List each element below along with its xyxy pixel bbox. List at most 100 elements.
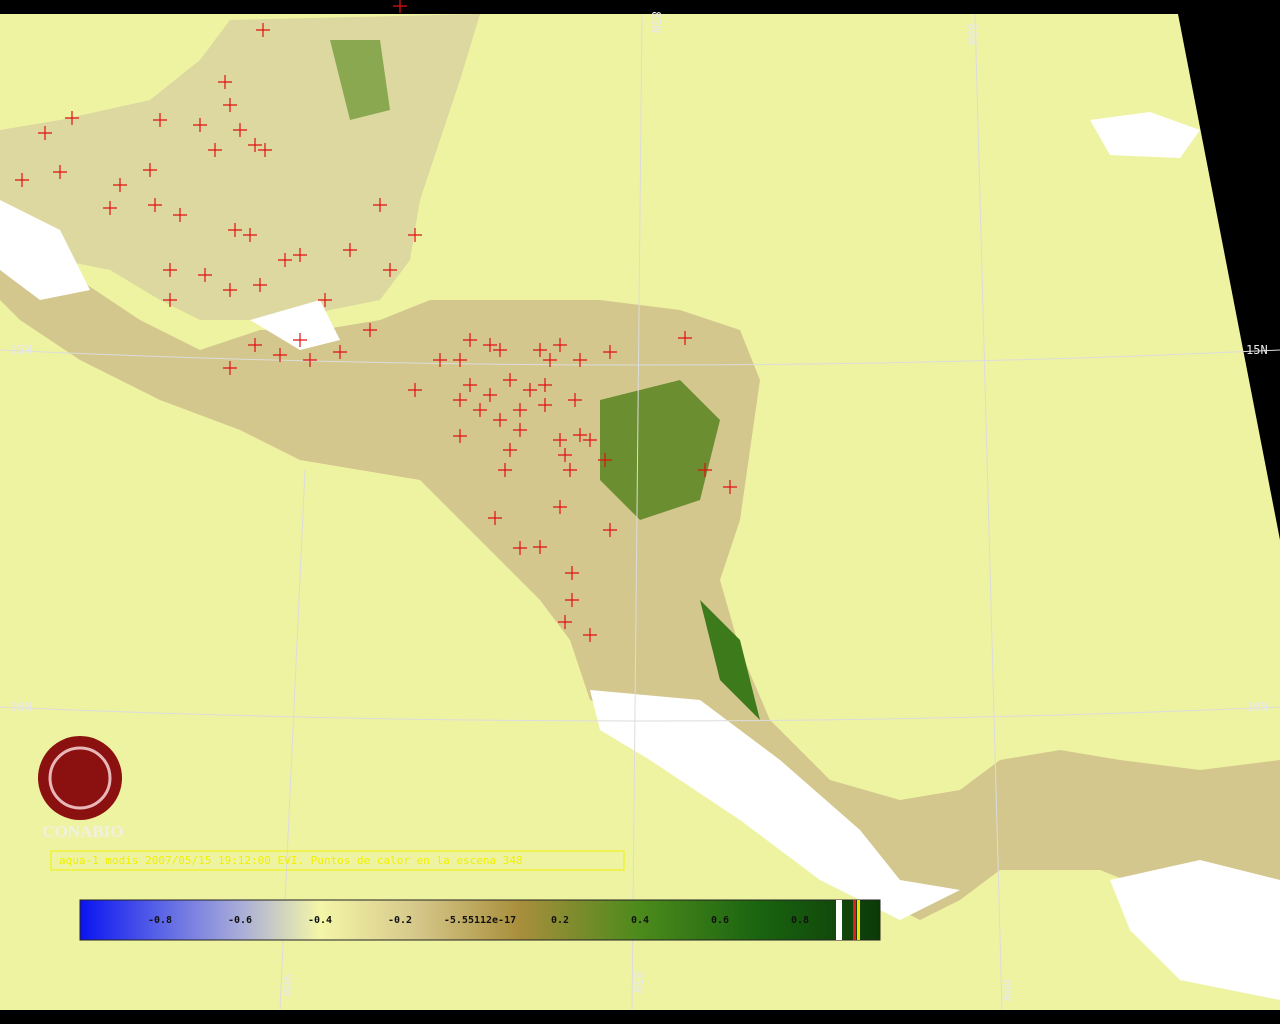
- hotspot: [583, 628, 597, 642]
- logo-mark: [48, 746, 112, 810]
- grid-label: 10N: [10, 700, 32, 714]
- hotspot: [163, 293, 177, 307]
- grid-label: 15N: [10, 343, 32, 357]
- hotspot: [408, 383, 422, 397]
- hotspot: [583, 433, 597, 447]
- hotspot: [15, 173, 29, 187]
- hotspots: [15, 0, 737, 642]
- hotspot: [278, 253, 292, 267]
- colorbar-label: -0.6: [228, 915, 252, 926]
- colorbar-yellow: [857, 900, 860, 940]
- hotspot: [598, 453, 612, 467]
- hotspot: [293, 333, 307, 347]
- colorbar-white: [836, 900, 842, 940]
- hotspot: [463, 333, 477, 347]
- hotspot: [273, 348, 287, 362]
- colorbar-red: [853, 900, 856, 940]
- hotspot: [523, 383, 537, 397]
- hotspot: [483, 338, 497, 352]
- hotspot: [698, 463, 712, 477]
- hotspot: [198, 268, 212, 282]
- hotspot: [248, 138, 262, 152]
- hotspot: [433, 353, 447, 367]
- hotspot: [363, 323, 377, 337]
- hotspot: [65, 111, 79, 125]
- colorbar-label: 0.6: [711, 915, 729, 926]
- hotspot: [153, 113, 167, 127]
- hotspot: [563, 463, 577, 477]
- hotspot: [533, 343, 547, 357]
- hotspot: [233, 123, 247, 137]
- grid-label: 85W: [631, 971, 645, 993]
- hotspot: [498, 463, 512, 477]
- hotspot: [453, 353, 467, 367]
- hotspot: [603, 523, 617, 537]
- hotspot: [533, 540, 547, 554]
- hotspot: [258, 143, 272, 157]
- hotspot: [473, 403, 487, 417]
- hotspot: [513, 403, 527, 417]
- hotspot: [553, 338, 567, 352]
- hotspot: [565, 593, 579, 607]
- hotspot: [163, 263, 177, 277]
- hotspot: [38, 126, 52, 140]
- hotspot: [453, 393, 467, 407]
- hotspot: [113, 178, 127, 192]
- hotspot: [303, 353, 317, 367]
- hotspot: [503, 373, 517, 387]
- hotspot: [103, 201, 117, 215]
- hotspot: [243, 228, 257, 242]
- caption-box: [50, 850, 625, 871]
- hotspot: [503, 443, 517, 457]
- colorbar-label: 0.4: [631, 915, 649, 926]
- hotspot: [493, 413, 507, 427]
- hotspot: [603, 345, 617, 359]
- hotspot: [293, 248, 307, 262]
- hotspot: [208, 143, 222, 157]
- hotspot: [723, 480, 737, 494]
- colorbar-label: 0.2: [551, 915, 569, 926]
- hotspot: [568, 393, 582, 407]
- hotspot: [228, 223, 242, 237]
- hotspot: [333, 345, 347, 359]
- hotspot: [558, 615, 572, 629]
- hotspot: [393, 0, 407, 13]
- hotspot: [483, 388, 497, 402]
- colorbar: [79, 899, 881, 941]
- hotspot: [513, 541, 527, 555]
- logo-name: CONABIO: [42, 822, 123, 841]
- hotspot: [343, 243, 357, 257]
- hotspot: [373, 198, 387, 212]
- hotspot: [538, 378, 552, 392]
- grid-label: 10N: [1246, 700, 1268, 714]
- hotspot: [383, 263, 397, 277]
- hotspot: [53, 165, 67, 179]
- hotspot: [558, 448, 572, 462]
- no-data: [1178, 14, 1280, 540]
- colorbar-label: -0.8: [148, 915, 172, 926]
- caption: aqua-1 modis 2007/05/15 19:12:00 EVI. Pu…: [59, 854, 523, 867]
- hotspot: [148, 198, 162, 212]
- grid-label: 80W: [1000, 979, 1014, 1001]
- hotspot: [543, 353, 557, 367]
- hotspot: [218, 75, 232, 89]
- hotspot: [573, 353, 587, 367]
- grid-label: 85W: [649, 11, 663, 33]
- hotspot: [678, 331, 692, 345]
- hotspot: [573, 428, 587, 442]
- colorbar-label: -0.4: [308, 915, 332, 926]
- grid-label: 80W: [965, 23, 979, 45]
- hotspot: [143, 163, 157, 177]
- hotspot: [223, 361, 237, 375]
- colorbar-label: -5.55112e-17: [444, 915, 516, 926]
- land: [0, 14, 1280, 1000]
- hotspot: [453, 429, 467, 443]
- hotspot: [538, 398, 552, 412]
- hotspot: [408, 228, 422, 242]
- hotspot: [223, 98, 237, 112]
- hotspot: [248, 338, 262, 352]
- hotspot: [565, 566, 579, 580]
- hotspot: [318, 293, 332, 307]
- hotspot: [513, 423, 527, 437]
